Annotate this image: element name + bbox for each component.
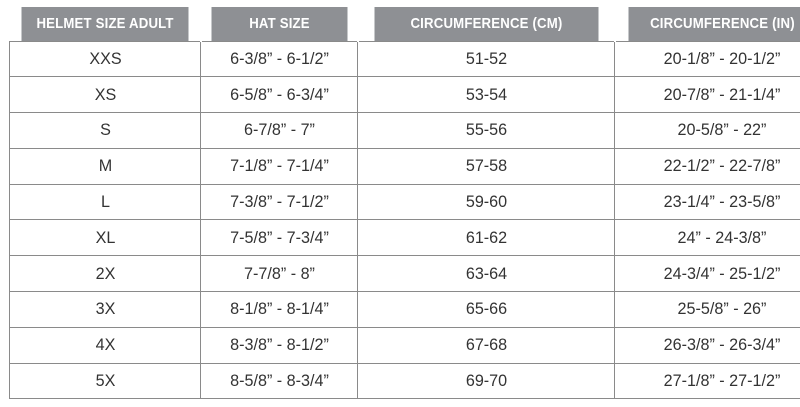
column-header-helmet-size-adult: HELMET SIZE ADULT [20, 7, 190, 41]
cell-helmet-size: M [13, 147, 197, 185]
cell-hat-size: 7-3/8” - 7-1/2” [203, 183, 355, 221]
column-header-hat-size: HAT SIZE [209, 7, 349, 41]
cell-circumference-in: 22-1/2” - 22-7/8” [619, 147, 800, 185]
cell-hat-size: 7-7/8” - 8” [203, 255, 355, 293]
table-row: XS 6-5/8” - 6-3/4” 53-54 20-7/8” - 21-1/4” [10, 76, 800, 114]
cell-circumference-cm: 63-64 [363, 255, 609, 293]
cell-circumference-in: 20-5/8” - 22” [619, 112, 800, 149]
cell-helmet-size: 3X [13, 291, 197, 328]
helmet-size-chart-table: HELMET SIZE ADULT HAT SIZE CIRCUMFERENCE… [9, 7, 800, 400]
size-chart-container: HELMET SIZE ADULT HAT SIZE CIRCUMFERENCE… [9, 7, 800, 400]
table-row: 3X 8-1/8” - 8-1/4” 65-66 25-5/8” - 26” [10, 291, 800, 328]
cell-hat-size: 6-5/8” - 6-3/4” [203, 76, 355, 114]
table-row: L 7-3/8” - 7-1/2” 59-60 23-1/4” - 23-5/8” [10, 183, 800, 221]
cell-helmet-size: XS [13, 76, 197, 114]
table-row: 5X 8-5/8” - 8-3/4” 69-70 27-1/8” - 27-1/2” [10, 362, 800, 400]
cell-circumference-cm: 69-70 [363, 362, 609, 400]
cell-circumference-in: 24-3/4” - 25-1/2” [619, 255, 800, 293]
cell-helmet-size: XL [13, 219, 197, 257]
cell-circumference-in: 20-1/8” - 20-1/2” [619, 40, 800, 78]
table-row: S 6-7/8” - 7” 55-56 20-5/8” - 22” [10, 112, 800, 149]
table-header: HELMET SIZE ADULT HAT SIZE CIRCUMFERENCE… [10, 7, 800, 41]
cell-circumference-cm: 51-52 [363, 40, 609, 78]
header-row: HELMET SIZE ADULT HAT SIZE CIRCUMFERENCE… [10, 7, 800, 41]
table-row: 4X 8-3/8” - 8-1/2” 67-68 26-3/8” - 26-3/4” [10, 326, 800, 364]
cell-circumference-in: 24” - 24-3/8” [619, 219, 800, 257]
table-row: XXS 6-3/8” - 6-1/2” 51-52 20-1/8” - 20-1/2” [10, 40, 800, 78]
column-header-circumference-cm: CIRCUMFERENCE (CM) [372, 7, 600, 41]
cell-helmet-size: S [13, 112, 197, 149]
table-row: M 7-1/8” - 7-1/4” 57-58 22-1/2” - 22-7/8” [10, 147, 800, 185]
cell-circumference-cm: 67-68 [363, 326, 609, 364]
cell-hat-size: 7-5/8” - 7-3/4” [203, 219, 355, 257]
cell-helmet-size: XXS [13, 40, 197, 78]
cell-circumference-in: 23-1/4” - 23-5/8” [619, 183, 800, 221]
cell-circumference-cm: 57-58 [363, 147, 609, 185]
cell-helmet-size: L [13, 183, 197, 221]
cell-helmet-size: 2X [13, 255, 197, 293]
cell-circumference-cm: 65-66 [363, 291, 609, 328]
table-body: XXS 6-3/8” - 6-1/2” 51-52 20-1/8” - 20-1/2”… [10, 40, 800, 400]
cell-circumference-in: 25-5/8” - 26” [619, 291, 800, 328]
table-row: 2X 7-7/8” - 8” 63-64 24-3/4” - 25-1/2” [10, 255, 800, 293]
cell-hat-size: 8-3/8” - 8-1/2” [203, 326, 355, 364]
cell-hat-size: 8-5/8” - 8-3/4” [203, 362, 355, 400]
cell-circumference-in: 27-1/8” - 27-1/2” [619, 362, 800, 400]
cell-helmet-size: 5X [13, 362, 197, 400]
cell-circumference-cm: 61-62 [363, 219, 609, 257]
cell-hat-size: 7-1/8” - 7-1/4” [203, 147, 355, 185]
table-row: XL 7-5/8” - 7-3/4” 61-62 24” - 24-3/8” [10, 219, 800, 257]
cell-circumference-cm: 55-56 [363, 112, 609, 149]
cell-hat-size: 6-3/8” - 6-1/2” [203, 40, 355, 78]
cell-hat-size: 6-7/8” - 7” [203, 112, 355, 149]
cell-hat-size: 8-1/8” - 8-1/4” [203, 291, 355, 328]
cell-circumference-cm: 53-54 [363, 76, 609, 114]
cell-helmet-size: 4X [13, 326, 197, 364]
cell-circumference-cm: 59-60 [363, 183, 609, 221]
column-header-circumference-in: CIRCUMFERENCE (IN) [627, 7, 800, 41]
cell-circumference-in: 20-7/8” - 21-1/4” [619, 76, 800, 114]
cell-circumference-in: 26-3/8” - 26-3/4” [619, 326, 800, 364]
